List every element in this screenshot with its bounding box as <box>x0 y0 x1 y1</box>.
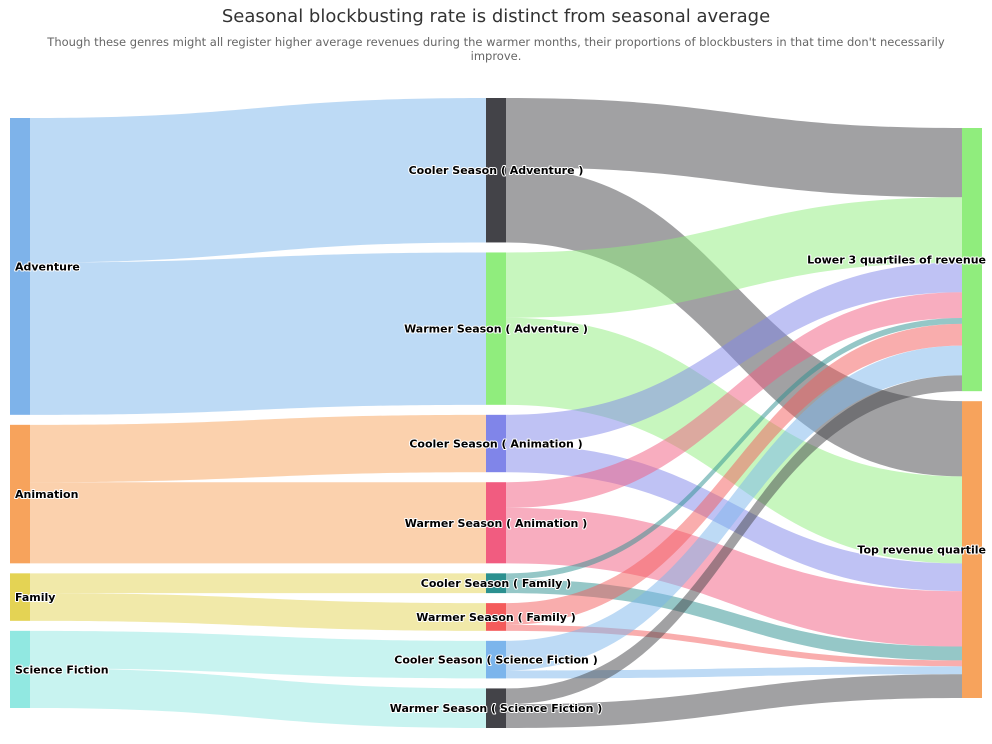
node-label-sci: Science Fiction <box>15 663 109 676</box>
link-adv-to-warm_adv[interactable] <box>30 252 486 415</box>
node-fam[interactable] <box>10 573 30 621</box>
node-cool_adv[interactable] <box>486 98 506 243</box>
node-warm_fam[interactable] <box>486 603 506 631</box>
link-warm_sci-to-top[interactable] <box>506 674 962 728</box>
node-label-warm_adv: Warmer Season ( Adventure ) <box>404 323 588 336</box>
node-warm_sci[interactable] <box>486 688 506 728</box>
link-fam-to-cool_fam[interactable] <box>30 573 486 594</box>
link-warm_adv-to-lower[interactable] <box>506 197 962 318</box>
node-label-warm_fam: Warmer Season ( Family ) <box>416 611 576 624</box>
link-cool_fam-to-lower[interactable] <box>506 317 962 580</box>
node-label-cool_ani: Cooler Season ( Animation ) <box>409 438 582 451</box>
link-ani-to-warm_ani[interactable] <box>30 482 486 564</box>
node-label-adv: Adventure <box>15 260 80 273</box>
node-label-lower: Lower 3 quartiles of revenue <box>807 254 986 267</box>
nodes-layer <box>10 98 982 728</box>
labels-layer: Adventure Animation Family Science Fiction C… <box>14 163 987 716</box>
link-cool_ani-to-lower[interactable] <box>506 262 962 445</box>
link-warm_ani-to-top[interactable] <box>506 507 962 647</box>
node-cool_fam[interactable] <box>486 573 506 594</box>
node-warm_ani[interactable] <box>486 482 506 564</box>
link-warm_fam-to-lower[interactable] <box>506 323 962 625</box>
node-label-top: Top revenue quartile <box>857 544 986 557</box>
node-top[interactable] <box>962 401 982 698</box>
link-warm_sci-to-lower[interactable] <box>506 375 962 705</box>
link-cool_adv-to-lower[interactable] <box>506 98 962 198</box>
link-warm_fam-to-top[interactable] <box>506 624 962 667</box>
link-adv-to-cool_adv[interactable] <box>30 98 486 263</box>
link-fam-to-warm_fam[interactable] <box>30 593 486 631</box>
chart-subtitle: Though these genres might all register h… <box>47 35 945 63</box>
node-cool_ani[interactable] <box>486 414 506 473</box>
node-adv[interactable] <box>10 118 30 415</box>
node-label-cool_fam: Cooler Season ( Family ) <box>421 577 571 590</box>
link-sci-to-cool_sci[interactable] <box>30 630 486 679</box>
node-label-warm_ani: Warmer Season ( Animation ) <box>405 517 587 530</box>
node-label-warm_sci: Warmer Season ( Science Fiction ) <box>390 702 603 715</box>
links-layer <box>30 98 962 728</box>
link-warm_adv-to-top[interactable] <box>506 317 962 564</box>
link-cool_fam-to-top[interactable] <box>506 579 962 661</box>
link-ani-to-cool_ani[interactable] <box>30 414 486 483</box>
node-sci[interactable] <box>10 630 30 708</box>
link-cool_sci-to-lower[interactable] <box>506 345 962 671</box>
node-ani[interactable] <box>10 424 30 564</box>
chart-title: Seasonal blockbusting rate is distinct f… <box>221 6 771 27</box>
node-label-cool_sci: Cooler Season ( Science Fiction ) <box>394 654 598 667</box>
node-cool_sci[interactable] <box>486 640 506 679</box>
node-lower[interactable] <box>962 128 982 392</box>
node-label-fam: Family <box>15 591 55 604</box>
link-warm_ani-to-lower[interactable] <box>506 292 962 508</box>
node-warm_adv[interactable] <box>486 252 506 405</box>
node-label-cool_adv: Cooler Season ( Adventure ) <box>409 164 584 177</box>
link-sci-to-warm_sci[interactable] <box>30 668 486 728</box>
node-label-ani: Animation <box>15 488 78 501</box>
link-cool_sci-to-top[interactable] <box>506 666 962 679</box>
